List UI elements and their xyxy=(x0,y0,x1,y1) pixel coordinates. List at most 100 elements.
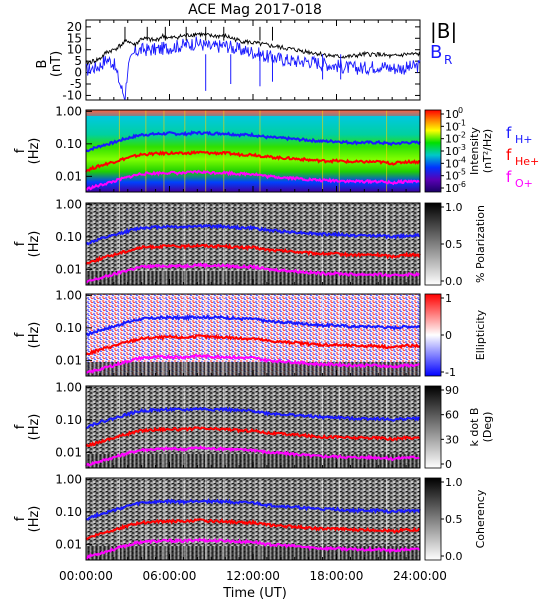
kdotb-colorbar-label: k dot B xyxy=(468,408,481,447)
polarization-colorbar-tick-label: 0.5 xyxy=(445,238,463,251)
ellipticity-colorbar-tick-label: -1 xyxy=(445,366,456,379)
field-panel-frame xyxy=(85,19,421,101)
polarization-colorbar-tick-label: 1.0 xyxy=(445,201,463,214)
ellipticity-colorbar-tick-label: 1 xyxy=(445,292,452,305)
kdotb-ylabel-unit: (Hz) xyxy=(27,414,42,441)
intensity-colorbar-tick-exp: -1 xyxy=(458,118,466,127)
ellipticity-line-fH+ xyxy=(85,314,421,337)
intensity-ytick-label: 0.10 xyxy=(55,137,82,151)
kdotb-colorbar-tick-label: 60 xyxy=(445,409,459,422)
coherency-colorbar xyxy=(424,477,442,561)
field-ylabel-unit: (nT) xyxy=(49,51,64,77)
intensity-line-fH+ xyxy=(85,130,421,153)
kdotb-ytick-label: 0.10 xyxy=(55,413,82,427)
kdotb-line-fO+ xyxy=(85,445,421,467)
coherency-colorbar-tick-label: 0.5 xyxy=(445,513,463,526)
time-tick-label: 00:00:00 xyxy=(59,569,113,583)
legend-freq-sub-0: H+ xyxy=(515,133,533,146)
polarization-colorbar-label: % Polarization xyxy=(474,205,487,283)
ellipticity-ytick-label: 0.01 xyxy=(55,353,82,367)
field-ylabel: B xyxy=(35,60,50,69)
intensity-colorbar-tick-exp: 0 xyxy=(458,106,463,115)
legend-freq-1: f xyxy=(506,146,512,164)
coherency-colorbar-tick-label: 1.0 xyxy=(445,476,463,489)
ellipticity-colorbar-label: Ellipticity xyxy=(474,309,487,360)
polarization-ytick-label: 0.10 xyxy=(55,230,82,244)
intensity-colorbar-label: Intensity xyxy=(468,127,481,175)
kdotb-ytick-label: 0.01 xyxy=(55,445,82,459)
legend-freq-sub-1: He+ xyxy=(515,155,539,168)
polarization-line-fH+ xyxy=(85,223,421,246)
coherency-colorbar-tick-label: 0.0 xyxy=(445,550,463,563)
kdotb-colorbar-tick-label: 0 xyxy=(445,458,452,471)
polarization-panel: 1.00 0.10 0.01 f (Hz) 1.0 0.5 0.0 % Polarization xyxy=(13,197,487,288)
time-axis: 00:00:00 06:00:00 12:00:00 18:00:00 24:00:00 xyxy=(59,569,447,583)
coherency-ytick-label: 0.01 xyxy=(55,537,82,551)
coherency-colorbar-label: Coherency xyxy=(474,489,487,548)
legend-br: B xyxy=(430,42,442,63)
intensity-ytick-label: 0.01 xyxy=(55,169,82,183)
kdotb-colorbar-tick-label: 90 xyxy=(445,384,459,397)
time-tick-label: 06:00:00 xyxy=(143,569,197,583)
kdotb-colorbar-label-unit: (Deg) xyxy=(481,412,494,443)
intensity-colorbar-tick-label: 10 xyxy=(445,145,459,158)
intensity-colorbar-tick-label: 10 xyxy=(445,133,459,146)
ellipticity-ytick-label: 0.10 xyxy=(55,321,82,335)
btotal-series-line xyxy=(85,31,421,66)
intensity-colorbar-tick-label: 10 xyxy=(445,170,459,183)
ellipticity-colorbar xyxy=(424,293,442,377)
time-tick-label: 18:00:00 xyxy=(310,569,364,583)
kdotb-line-fHe+ xyxy=(85,426,421,448)
legend-freq-0: f xyxy=(506,124,512,142)
intensity-line-fHe+ xyxy=(85,150,421,173)
coherency-line-fO+ xyxy=(85,537,421,560)
ellipticity-line-fHe+ xyxy=(85,333,421,356)
x-axis-label: Time (UT) xyxy=(222,586,287,600)
intensity-ytick-label: 1.00 xyxy=(55,104,82,118)
time-tick-label: 12:00:00 xyxy=(226,569,280,583)
ellipticity-panel: 1.00 0.10 0.01 f (Hz) 1 0 -1 Ellipticity xyxy=(13,288,487,379)
legend-freq-sub-2: O+ xyxy=(515,177,533,190)
intensity-colorbar xyxy=(424,109,442,193)
ellipticity-ylabel: f xyxy=(13,332,28,337)
intensity-colorbar-tick-exp: -4 xyxy=(458,155,466,164)
field-ytick-label: -5 xyxy=(70,77,82,91)
polarization-ylabel: f xyxy=(13,241,28,246)
intensity-colorbar-tick-exp: -3 xyxy=(458,143,466,152)
intensity-ylabel: f xyxy=(13,148,28,153)
coherency-panel: 1.00 0.10 0.01 f (Hz) 1.0 0.5 0.0 Coherency xyxy=(13,472,487,563)
polarization-line-fHe+ xyxy=(85,243,421,265)
coherency-line-fHe+ xyxy=(85,518,421,541)
ellipticity-line-fO+ xyxy=(85,353,421,375)
intensity-colorbar-tick-label: 10 xyxy=(445,157,459,170)
kdotb-panel: 1.00 0.10 0.01 f (Hz) 90 60 30 0 k dot B (Deg) xyxy=(13,380,494,471)
polarization-colorbar xyxy=(424,202,442,286)
time-tick-label: 24:00:00 xyxy=(393,569,447,583)
intensity-colorbar-label-unit: (nT²/Hz) xyxy=(481,129,494,173)
field-ytick-label: 10 xyxy=(67,43,82,57)
coherency-ylabel-unit: (Hz) xyxy=(27,506,42,533)
kdotb-colorbar-tick-label: 30 xyxy=(445,433,459,446)
polarization-line-fO+ xyxy=(85,262,421,284)
field-ytick-label: 20 xyxy=(67,20,82,34)
field-ytick-label: 0 xyxy=(74,66,82,80)
ellipticity-ytick-label: 1.00 xyxy=(55,288,82,302)
chart-title: ACE Mag 2017-018 xyxy=(188,2,322,18)
coherency-ytick-label: 1.00 xyxy=(55,472,82,486)
kdotb-line-fH+ xyxy=(85,406,421,430)
field-ytick-label: 5 xyxy=(74,54,82,68)
intensity-colorbar-tick-exp: -6 xyxy=(458,180,466,189)
intensity-colorbar-tick-label: 10 xyxy=(445,120,459,133)
field-ytick-label: -10 xyxy=(62,88,82,102)
polarization-ytick-label: 0.01 xyxy=(55,262,82,276)
legend-freq-2: f xyxy=(506,168,512,186)
intensity-line-fO+ xyxy=(85,169,421,191)
field-ytick-label: 15 xyxy=(67,31,82,45)
kdotb-ylabel: f xyxy=(13,424,28,429)
intensity-ylabel-unit: (Hz) xyxy=(27,138,42,165)
intensity-top-band xyxy=(86,110,420,116)
ellipticity-ylabel-unit: (Hz) xyxy=(27,322,42,349)
